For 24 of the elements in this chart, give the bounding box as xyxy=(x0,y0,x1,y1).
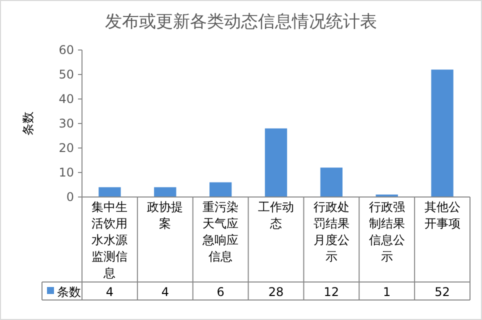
y-tick-label: 60 xyxy=(58,43,74,57)
x-tick-label: 工作动态 xyxy=(258,200,294,230)
data-label: 52 xyxy=(434,285,450,299)
data-label: 4 xyxy=(161,285,169,299)
data-label: 12 xyxy=(324,285,340,299)
data-label: 6 xyxy=(216,285,224,299)
y-tick-label: 20 xyxy=(58,141,74,155)
data-label: 4 xyxy=(106,285,114,299)
x-tick-label: 重污染天气应急响应信息 xyxy=(202,200,239,264)
y-tick-label: 50 xyxy=(58,68,74,82)
y-tick-label: 30 xyxy=(58,116,74,130)
data-label: 1 xyxy=(383,285,391,299)
x-tick-label: 行政处罚结果月度公示 xyxy=(313,200,350,264)
y-tick-label: 10 xyxy=(58,166,74,180)
y-axis-title: 条数 xyxy=(21,112,35,136)
legend-label: 条数 xyxy=(57,285,81,299)
y-tick-label: 0 xyxy=(66,190,74,204)
x-tick-label: 其他公开事项 xyxy=(424,200,460,230)
data-label: 28 xyxy=(268,285,284,299)
x-tick-label: 政协提案 xyxy=(147,200,184,230)
x-tick-label: 集中生活饮用水水源监测信息 xyxy=(92,200,128,280)
y-tick-label: 40 xyxy=(58,92,74,106)
chart-title: 发布或更新各类动态信息情况统计表 xyxy=(105,12,377,32)
x-tick-label: 行政强制结果信息公示 xyxy=(368,200,405,264)
